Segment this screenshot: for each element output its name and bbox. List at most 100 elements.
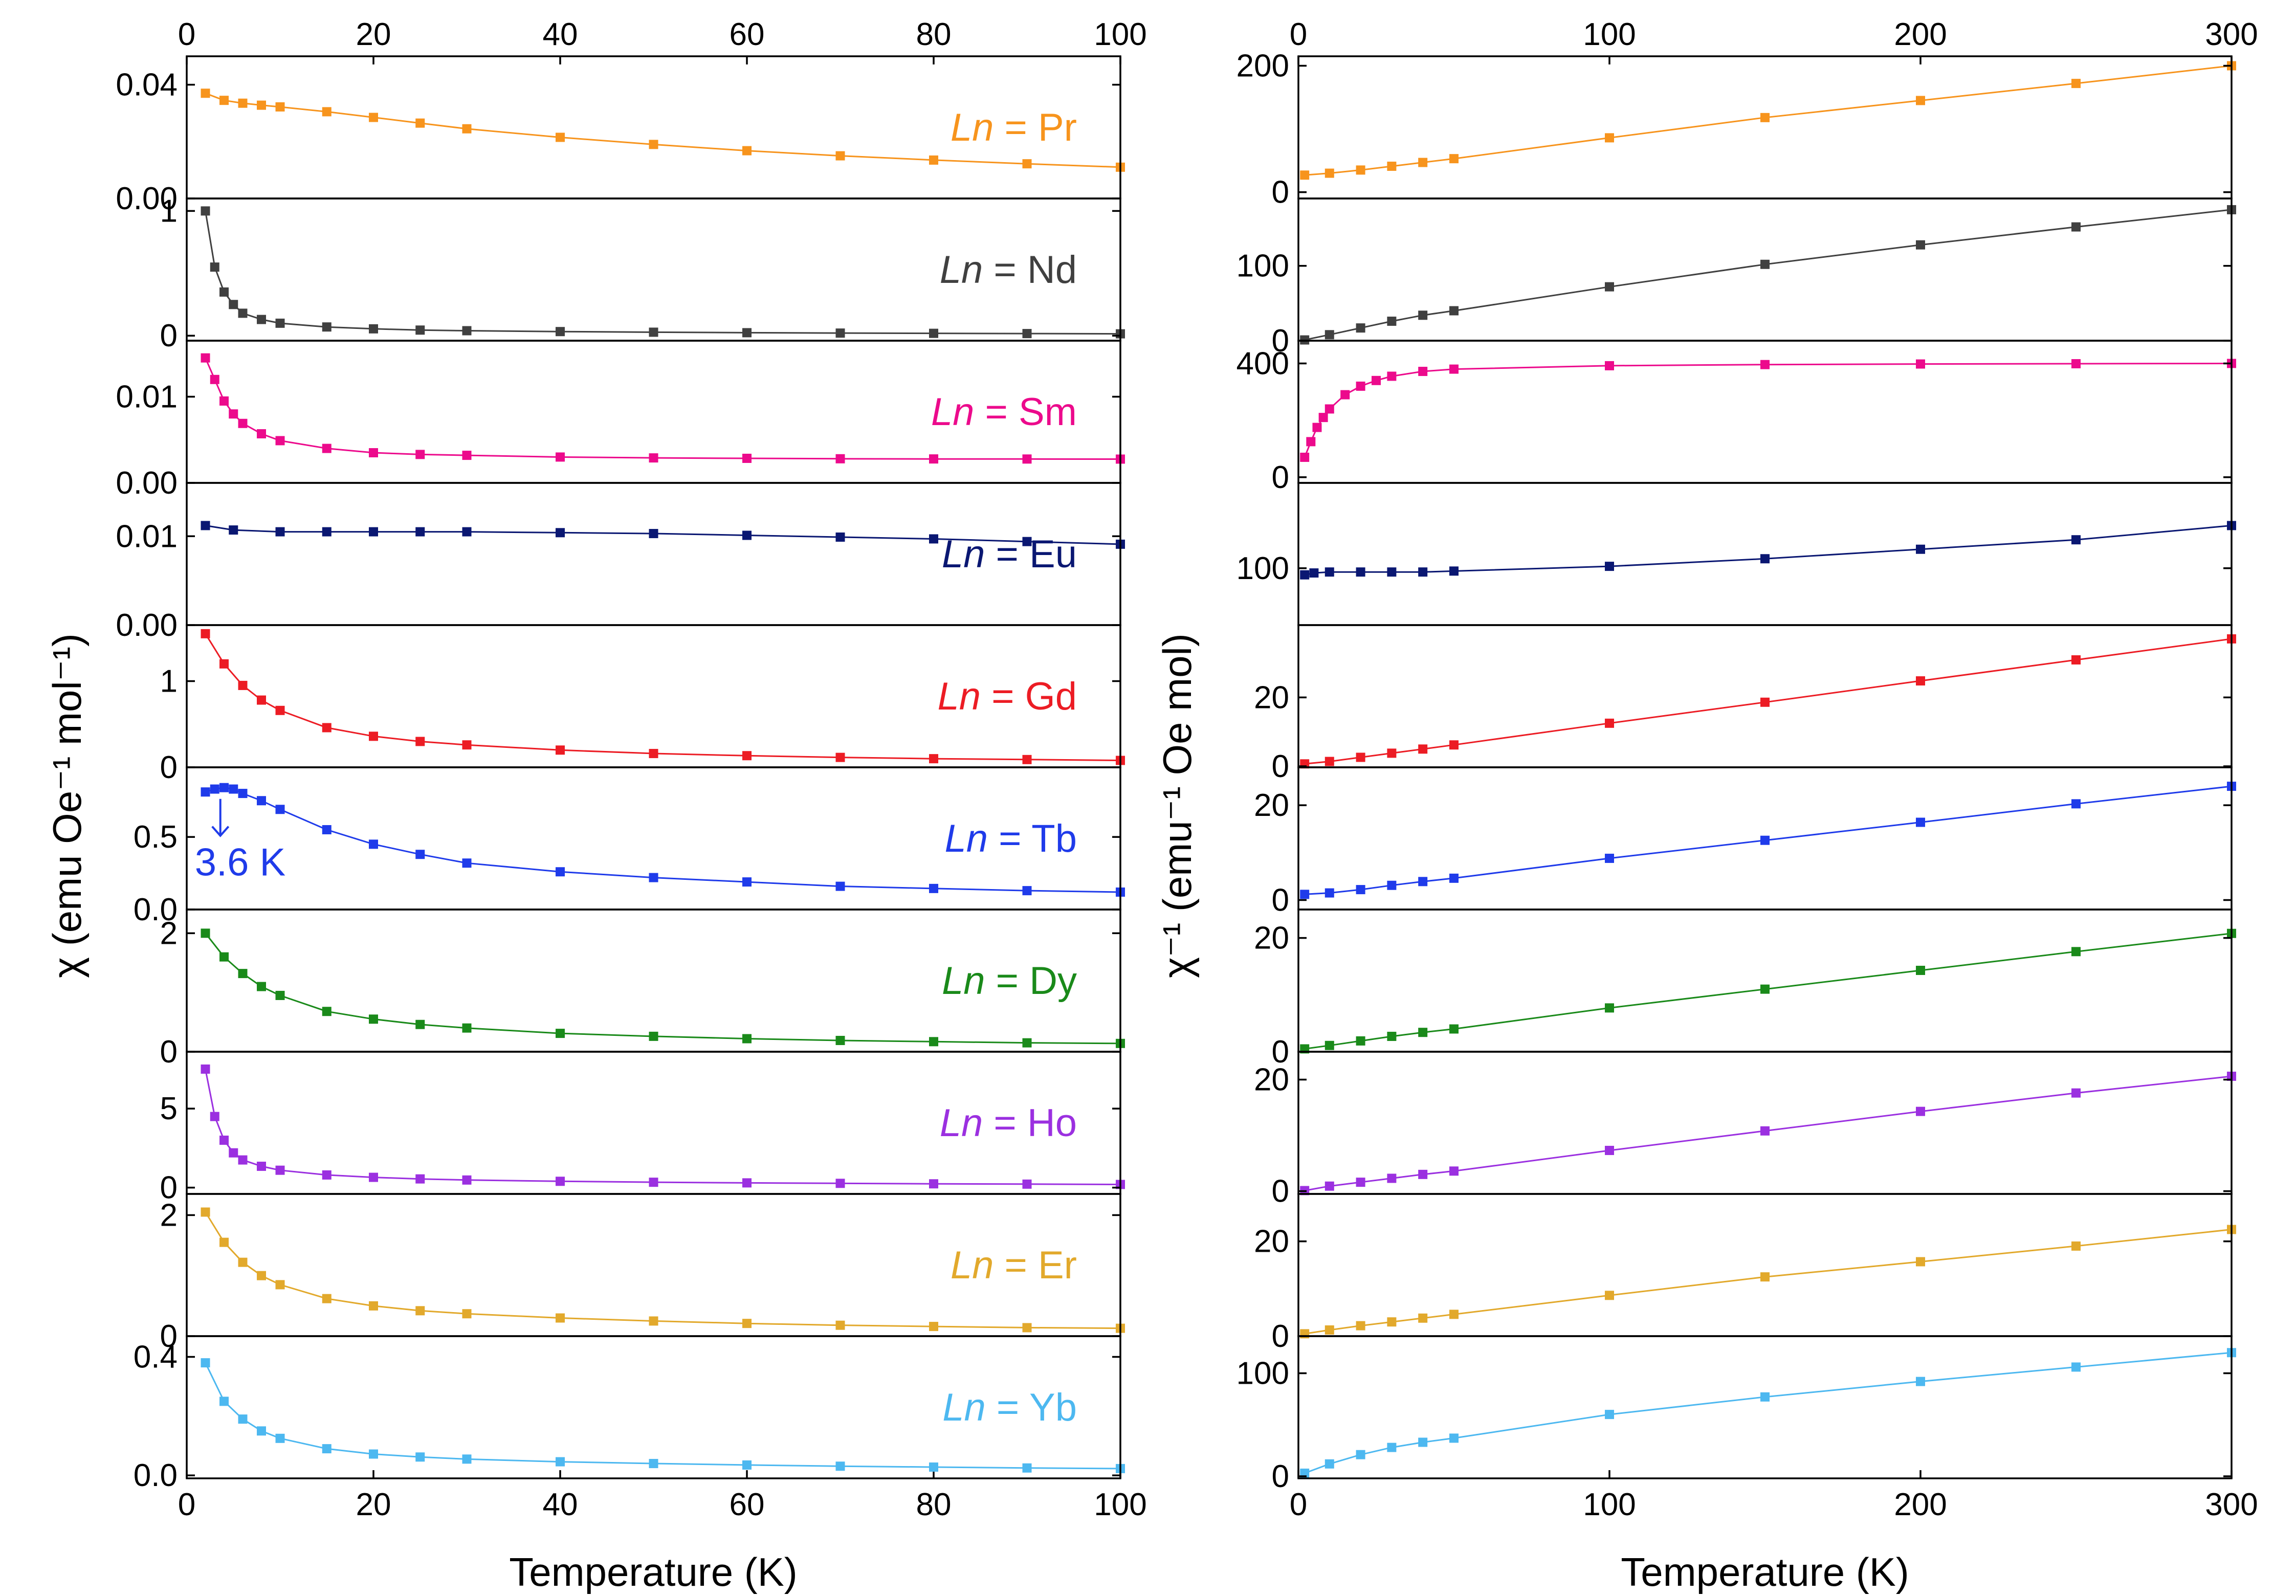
y-tick-label: 0.01 [116, 380, 178, 415]
data-point [201, 88, 210, 98]
data-point [369, 1449, 378, 1459]
panel-label-suffix: = Yb [986, 1386, 1077, 1429]
data-point [835, 1035, 845, 1045]
data-point [257, 1271, 266, 1280]
data-point [322, 723, 332, 733]
data-point [929, 155, 938, 165]
data-point [210, 374, 219, 384]
data-point [219, 96, 229, 105]
data-point [1760, 1392, 1770, 1402]
y-tick-label: 0 [1272, 749, 1289, 784]
data-point [238, 1155, 248, 1165]
data-point [462, 451, 472, 460]
data-point [1605, 562, 1614, 571]
data-point [229, 1148, 238, 1158]
data-point [238, 789, 248, 799]
data-point [1309, 568, 1319, 578]
data-point [1916, 965, 1925, 975]
data-point [219, 1237, 229, 1247]
data-point [257, 1426, 266, 1436]
y-tick-label: 0.0 [134, 892, 178, 927]
data-point [929, 328, 938, 338]
panel-label-suffix: = Gd [981, 675, 1077, 718]
data-point [462, 740, 472, 750]
annotation-arrow-head [211, 826, 230, 837]
data-point [369, 839, 378, 849]
x-tick-label-top: 40 [543, 17, 578, 52]
data-point [229, 525, 238, 535]
data-point [1605, 282, 1614, 292]
data-point [742, 328, 752, 338]
data-point [556, 132, 565, 142]
x-tick-label-bottom: 100 [1583, 1487, 1636, 1522]
x-tick-label-top: 20 [356, 17, 391, 52]
panel-label-prefix: Ln [942, 959, 985, 1003]
data-point [2071, 655, 2081, 664]
data-point [649, 873, 658, 882]
data-point [1605, 1145, 1614, 1155]
data-point [1449, 1024, 1459, 1034]
data-point [257, 1161, 266, 1171]
data-point [1418, 744, 1428, 754]
data-point [369, 527, 378, 537]
data-point [1418, 1169, 1428, 1179]
panel-label-prefix: Ln [951, 106, 994, 149]
left-y-axis-label: χ (emu Oe⁻¹ mol⁻¹) [45, 633, 90, 978]
data-point [369, 731, 378, 741]
data-point [1449, 1166, 1459, 1176]
x-tick-label-top: 200 [1894, 17, 1947, 52]
data-point [210, 262, 219, 272]
data-point [649, 140, 658, 149]
data-point [201, 787, 210, 797]
left-x-axis-label: Temperature (K) [509, 1549, 798, 1594]
data-point [1916, 817, 1925, 827]
y-tick-label: 0 [160, 1170, 178, 1206]
data-point [1916, 359, 1925, 369]
data-point [1418, 877, 1428, 886]
y-tick-label: 100 [1237, 1356, 1289, 1391]
data-point [1418, 1437, 1428, 1447]
data-point [1418, 367, 1428, 376]
data-point [835, 1461, 845, 1471]
data-point [257, 695, 266, 705]
data-point [835, 532, 845, 542]
data-point [1022, 886, 1032, 896]
data-point [1449, 740, 1459, 750]
data-point [201, 353, 210, 363]
panel-label: Ln = Gd [937, 675, 1077, 718]
panel: 0 1 Ln = Nd [160, 193, 1125, 353]
data-point [1356, 381, 1365, 391]
data-point [1605, 133, 1614, 143]
data-point [1324, 1040, 1334, 1050]
data-point [1916, 96, 1925, 105]
data-point [369, 1014, 378, 1024]
data-point [275, 1433, 285, 1443]
data-point [238, 98, 248, 108]
y-tick-label: 0 [1272, 175, 1289, 210]
data-point [2071, 799, 2081, 809]
data-point [1324, 1325, 1334, 1335]
panel-label-suffix: = Pr [994, 106, 1077, 149]
data-point [201, 521, 210, 530]
x-tick-label-bottom: 0 [1290, 1487, 1307, 1522]
panel-label-suffix: = Er [994, 1244, 1077, 1287]
data-point [1312, 423, 1322, 432]
panel-label: Ln = Ho [940, 1101, 1077, 1145]
data-point [1387, 316, 1397, 326]
data-point [415, 325, 425, 335]
data-point [322, 825, 332, 834]
data-point [1418, 1313, 1428, 1323]
x-tick-label-bottom: 80 [916, 1487, 952, 1522]
panel-label: Ln = Er [951, 1244, 1077, 1287]
data-point [1449, 1433, 1459, 1443]
data-point [1356, 1036, 1365, 1046]
data-point [742, 877, 752, 887]
data-point [462, 1309, 472, 1319]
data-point [1022, 159, 1032, 169]
x-tick-label-top: 60 [730, 17, 765, 52]
data-point [1340, 390, 1350, 400]
data-point [1760, 360, 1770, 369]
data-point [1605, 1291, 1614, 1300]
data-point [462, 1175, 472, 1185]
data-point [219, 1396, 229, 1406]
